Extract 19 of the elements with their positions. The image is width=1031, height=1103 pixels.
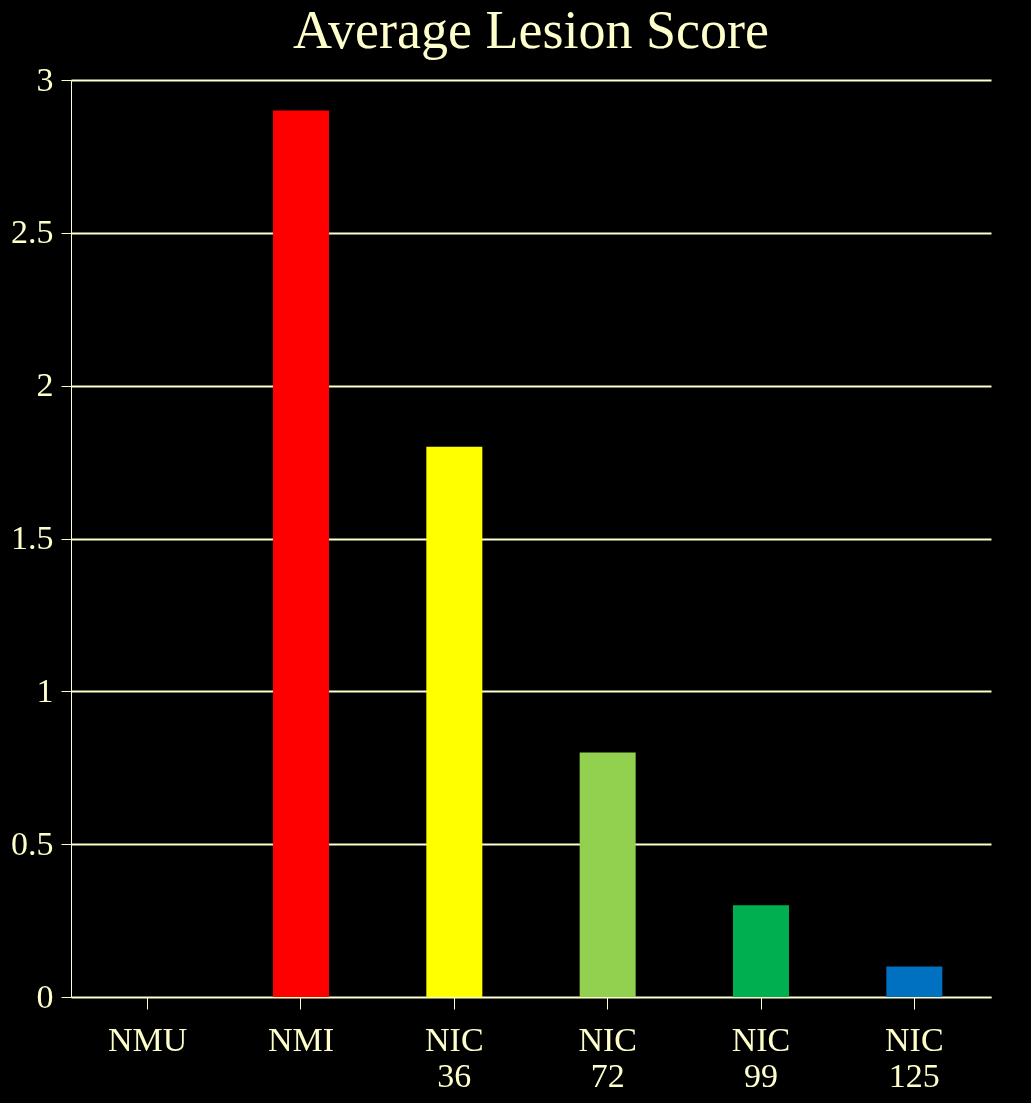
bar xyxy=(426,446,483,997)
x-tick-label: NIC 125 xyxy=(885,1020,944,1094)
y-tick-label: 2 xyxy=(36,366,54,404)
bar xyxy=(733,905,789,997)
bar xyxy=(579,752,636,997)
x-tick-label: NIC 36 xyxy=(425,1020,484,1094)
chart-title: Average Lesion Score xyxy=(293,0,769,60)
x-tick-label: NIC 99 xyxy=(731,1020,791,1094)
y-tick-label: 1.5 xyxy=(11,519,54,556)
bar xyxy=(886,966,943,997)
bar xyxy=(273,110,329,997)
y-tick-label: 0.5 xyxy=(11,824,54,862)
y-tick-label: 1 xyxy=(36,671,54,709)
y-tick-label: 2.5 xyxy=(11,213,54,251)
x-tick-label: NIC 72 xyxy=(578,1020,637,1094)
x-tick-label: NMI xyxy=(267,1020,335,1058)
y-tick-label: 0 xyxy=(36,977,54,1015)
x-tick-label: NMU xyxy=(107,1020,188,1058)
y-tick-label: 3 xyxy=(36,60,54,98)
